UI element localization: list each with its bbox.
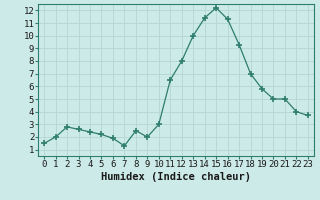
X-axis label: Humidex (Indice chaleur): Humidex (Indice chaleur) [101, 172, 251, 182]
